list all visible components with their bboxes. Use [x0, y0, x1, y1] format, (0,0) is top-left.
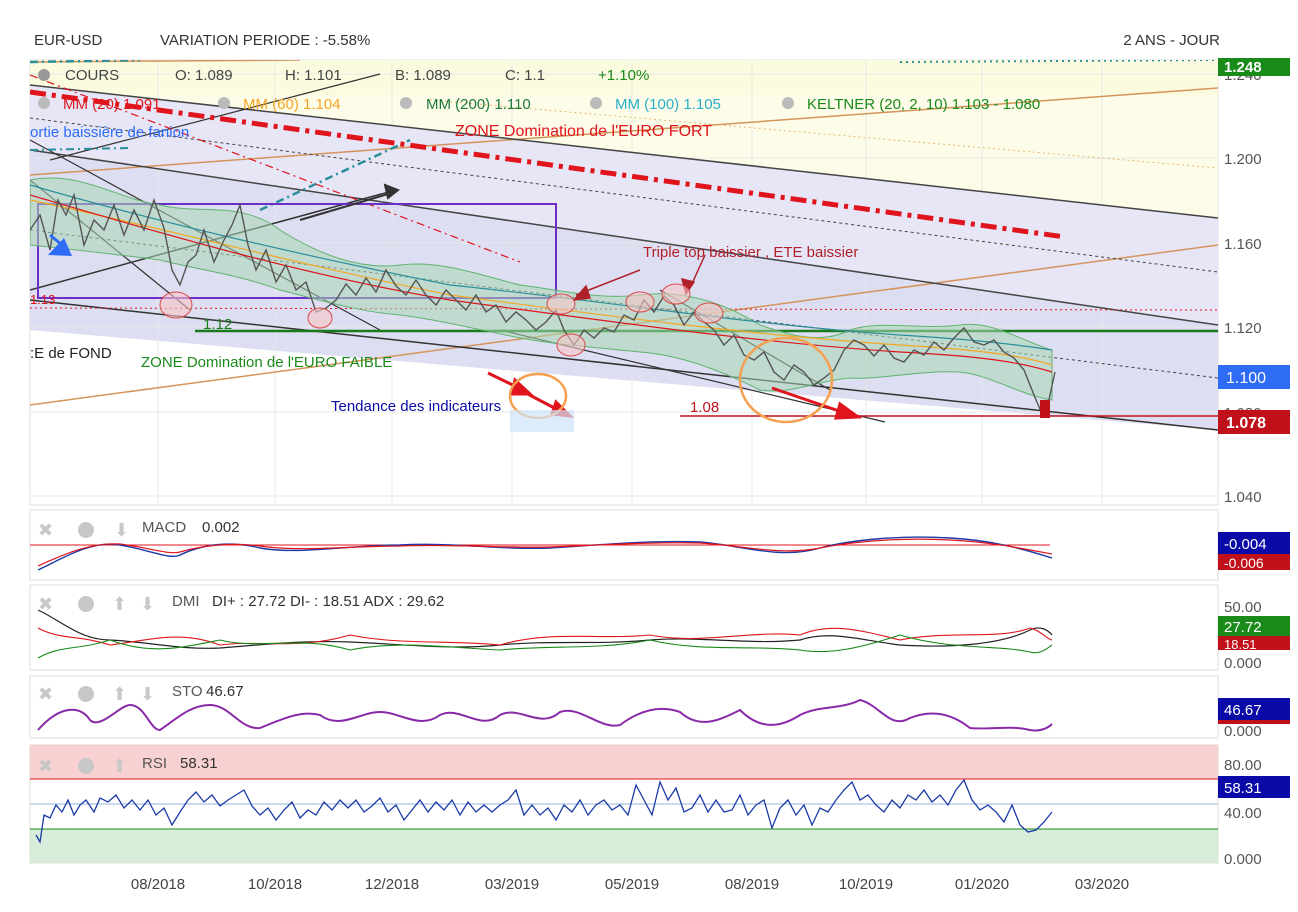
x-tick-label: 08/2019: [725, 876, 779, 893]
price-tick: 1.200: [1224, 151, 1262, 168]
price-axis: 1.240 1.200 1.160 1.120 1.080 1.040: [1224, 67, 1262, 506]
gear-icon[interactable]: [78, 596, 94, 612]
x-tick-label: 01/2020: [955, 876, 1009, 893]
gear-icon[interactable]: [218, 97, 230, 109]
x-tick-label: 10/2019: [839, 876, 893, 893]
close-icon[interactable]: ✖: [38, 756, 53, 776]
rsi-tick: 0.000: [1224, 851, 1262, 868]
arrow-down-icon[interactable]: ⬇: [114, 520, 129, 540]
rsi-badge: 58.31: [1224, 780, 1262, 797]
mm100-label: MM (100) 1.105: [615, 96, 721, 113]
dmi-badge-plus: 27.72: [1224, 619, 1262, 636]
dmi-value: DI+ : 27.72 DI- : 18.51 ADX : 29.62: [212, 593, 444, 610]
macd-badge-signal: -0.006: [1224, 555, 1264, 571]
keltner-label: KELTNER (20, 2, 10) 1.103 - 1.080: [807, 96, 1040, 113]
rsi-panel: ✖ ⬆ RSI 58.31 80.00 40.00 0.000 58.31: [29, 744, 1290, 868]
price-tick: 1.160: [1224, 236, 1262, 253]
annotation-triple-top: Triple top baissier , ETE baissier: [643, 244, 858, 261]
arrow-down-icon[interactable]: ⬇: [140, 684, 155, 704]
high-value: H: 1.101: [285, 67, 342, 84]
price-series: [30, 192, 1056, 416]
gear-icon[interactable]: [590, 97, 602, 109]
rsi-label: RSI: [142, 755, 167, 772]
annotation-sortie: ortie baissière de fanion: [30, 124, 189, 141]
variation-label: VARIATION PERIODE : -5.58%: [160, 32, 371, 49]
dmi-badge-minus: 18.51: [1224, 637, 1257, 652]
dmi-tick: 50.00: [1224, 599, 1262, 616]
arrow-up-icon[interactable]: ⬆: [112, 756, 127, 776]
rsi-value: 58.31: [180, 755, 218, 772]
low-value: B: 1.089: [395, 67, 451, 84]
annotation-tendance: Tendance des indicateurs: [331, 398, 501, 415]
mm60-label: MM (60) 1.104: [243, 96, 341, 113]
rsi-tick: 80.00: [1224, 757, 1262, 774]
sto-tick: 0.000: [1224, 723, 1262, 740]
gear-icon[interactable]: [78, 758, 94, 774]
x-tick-label: 12/2018: [365, 876, 419, 893]
arrow-up-icon[interactable]: ⬆: [112, 594, 127, 614]
dmi-panel: ✖ ⬆ ⬇ DMI DI+ : 27.72 DI- : 18.51 ADX : …: [29, 584, 1290, 672]
open-value: O: 1.089: [175, 67, 233, 84]
macd-value: 0.002: [202, 519, 240, 536]
gear-icon[interactable]: [38, 69, 50, 81]
sto-panel: ✖ ⬆ ⬇ STO 46.67 0.000 46.67: [29, 675, 1290, 740]
sto-label: STO: [172, 683, 203, 700]
sto-badge: 46.67: [1224, 702, 1262, 719]
annotation-zone-fort: ZONE Domination de l'EURO FORT: [455, 123, 712, 140]
x-tick-label: 03/2019: [485, 876, 539, 893]
price-tick: 1.120: [1224, 320, 1262, 337]
gear-icon[interactable]: [78, 686, 94, 702]
badge-close: 1.100: [1226, 370, 1266, 387]
badge-top: 1.248: [1224, 59, 1262, 76]
gear-icon[interactable]: [400, 97, 412, 109]
mm200-label: MM (200) 1.110: [426, 96, 531, 113]
price-panel: COURS O: 1.089 H: 1.101 B: 1.089 C: 1.1 …: [29, 58, 1290, 506]
rsi-tick: 40.00: [1224, 805, 1262, 822]
close-value: C: 1.1: [505, 67, 545, 84]
annotation-fond: :E de FOND: [30, 345, 112, 362]
annotation-zone-faible: ZONE Domination de l'EURO FAIBLE: [141, 354, 392, 371]
close-icon[interactable]: ✖: [38, 520, 53, 540]
gear-icon[interactable]: [782, 97, 794, 109]
cours-legend: COURS O: 1.089 H: 1.101 B: 1.089 C: 1.1 …: [38, 67, 649, 84]
level-108: 1.08: [690, 399, 719, 416]
mm20-label: MM (20) 1.091: [63, 96, 161, 113]
cours-label: COURS: [65, 67, 119, 84]
gear-icon[interactable]: [38, 97, 50, 109]
period-selector[interactable]: 2 ANS - JOUR: [1123, 32, 1220, 49]
change-value: +1.10%: [598, 67, 649, 84]
dmi-tick: 0.000: [1224, 655, 1262, 672]
sto-value: 46.67: [206, 683, 244, 700]
x-tick-label: 10/2018: [248, 876, 302, 893]
macd-badge: -0.004: [1224, 536, 1267, 553]
keltner-band: [30, 177, 1053, 401]
badge-support: 1.078: [1226, 415, 1266, 432]
macd-label: MACD: [142, 519, 186, 536]
arrow-up-icon[interactable]: ⬆: [112, 684, 127, 704]
x-tick-label: 05/2019: [605, 876, 659, 893]
close-icon[interactable]: ✖: [38, 684, 53, 704]
gear-icon[interactable]: [78, 522, 94, 538]
level-113: 1.13: [30, 292, 55, 307]
level-112: 1.12: [203, 316, 232, 333]
price-tick: 1.040: [1224, 489, 1262, 506]
symbol-label: EUR-USD: [34, 32, 103, 49]
x-tick-label: 08/2018: [131, 876, 185, 893]
x-axis: 08/2018 10/2018 12/2018 03/2019 05/2019 …: [131, 876, 1129, 893]
x-tick-label: 03/2020: [1075, 876, 1129, 893]
ma-legend: MM (20) 1.091 MM (60) 1.104 MM (200) 1.1…: [38, 96, 1040, 113]
arrow-down-icon[interactable]: ⬇: [140, 594, 155, 614]
macd-panel: ✖ ⬇ MACD 0.002 -0.004 -0.006: [29, 509, 1290, 581]
close-icon[interactable]: ✖: [38, 594, 53, 614]
dmi-label: DMI: [172, 593, 200, 610]
